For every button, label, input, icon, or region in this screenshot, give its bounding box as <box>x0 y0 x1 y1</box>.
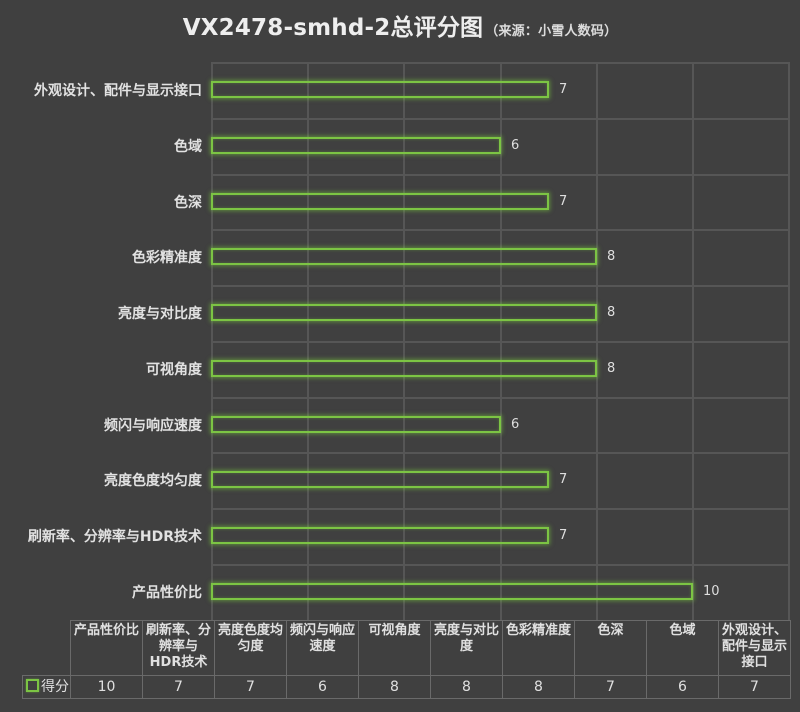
data-table-cell: 10 <box>70 675 143 699</box>
bar[interactable] <box>211 304 597 321</box>
data-table-cell: 8 <box>430 675 503 699</box>
data-table-header: 频闪与响应速度 <box>286 620 359 676</box>
data-label: 8 <box>607 361 616 376</box>
data-label: 10 <box>703 584 720 599</box>
bar[interactable] <box>211 416 501 433</box>
gridline-v <box>307 62 309 620</box>
legend-key-icon <box>26 679 39 692</box>
data-label: 6 <box>511 138 520 153</box>
data-table-header-row: 产品性价比 刷新率、分辨率与HDR技术 亮度色度均匀度 频闪与响应速度 可视角度… <box>22 620 791 676</box>
gridline-h <box>211 397 788 399</box>
data-table-cell: 7 <box>142 675 215 699</box>
category-label: 亮度与对比度 <box>118 306 202 322</box>
data-label: 7 <box>559 528 568 543</box>
gridline-h <box>211 118 788 120</box>
gridline-v <box>403 62 405 620</box>
bar[interactable] <box>211 193 549 210</box>
data-table-cell: 7 <box>574 675 647 699</box>
gridline-h <box>211 452 788 454</box>
category-label: 色深 <box>174 195 202 211</box>
chart-title: VX2478-smhd-2总评分图 （来源：小雪人数码） <box>0 8 800 42</box>
data-table-cell: 6 <box>646 675 719 699</box>
plot-area <box>211 62 790 620</box>
data-table-cell: 7 <box>214 675 287 699</box>
data-table-header: 亮度色度均匀度 <box>214 620 287 676</box>
category-label: 刷新率、分辨率与HDR技术 <box>27 529 202 545</box>
data-label: 6 <box>511 417 520 432</box>
gridline-v <box>692 62 694 620</box>
legend-entry: 得分 <box>22 675 71 699</box>
legend-label: 得分 <box>41 679 69 695</box>
data-label: 8 <box>607 305 616 320</box>
category-label: 可视角度 <box>146 362 202 378</box>
data-table-cell: 7 <box>718 675 791 699</box>
bar[interactable] <box>211 137 501 154</box>
bar[interactable] <box>211 471 549 488</box>
data-table-header: 色彩精准度 <box>502 620 575 676</box>
data-table-row: 得分 10 7 7 6 8 8 8 7 6 7 <box>22 675 791 699</box>
bar[interactable] <box>211 81 549 98</box>
gridline-h <box>211 341 788 343</box>
chart-title-source: （来源：小雪人数码） <box>485 24 618 39</box>
gridline-h <box>211 564 788 566</box>
data-table-cell: 6 <box>286 675 359 699</box>
data-table-header: 外观设计、配件与显示接口 <box>718 620 791 676</box>
bar[interactable] <box>211 527 549 544</box>
gridline-h <box>211 285 788 287</box>
data-table-corner <box>22 620 71 676</box>
chart-title-main: VX2478-smhd-2总评分图 <box>182 15 484 41</box>
category-label: 频闪与响应速度 <box>104 418 202 434</box>
category-label: 产品性价比 <box>132 585 202 601</box>
data-table-cell: 8 <box>502 675 575 699</box>
gridline-h <box>211 174 788 176</box>
gridline-v <box>211 62 213 620</box>
gridline-h <box>211 508 788 510</box>
gridline-h <box>211 229 788 231</box>
data-table-cell: 8 <box>358 675 431 699</box>
data-table-header: 色深 <box>574 620 647 676</box>
data-table-header: 产品性价比 <box>70 620 143 676</box>
bar[interactable] <box>211 248 597 265</box>
data-label: 8 <box>607 249 616 264</box>
bar[interactable] <box>211 360 597 377</box>
category-label: 色域 <box>174 139 202 155</box>
bar[interactable] <box>211 583 693 600</box>
gridline-v <box>596 62 598 620</box>
data-table-header: 刷新率、分辨率与HDR技术 <box>142 620 215 676</box>
category-label: 外观设计、配件与显示接口 <box>34 83 202 99</box>
gridline-v <box>500 62 502 620</box>
data-table-header: 亮度与对比度 <box>430 620 503 676</box>
category-label: 色彩精准度 <box>132 250 202 266</box>
gridline-v <box>788 62 790 620</box>
data-label: 7 <box>559 194 568 209</box>
data-table-header: 可视角度 <box>358 620 431 676</box>
data-table: 产品性价比 刷新率、分辨率与HDR技术 亮度色度均匀度 频闪与响应速度 可视角度… <box>22 620 791 699</box>
gridline-h <box>211 62 788 64</box>
category-label: 亮度色度均匀度 <box>104 473 202 489</box>
data-table-header: 色域 <box>646 620 719 676</box>
data-label: 7 <box>559 82 568 97</box>
data-label: 7 <box>559 472 568 487</box>
